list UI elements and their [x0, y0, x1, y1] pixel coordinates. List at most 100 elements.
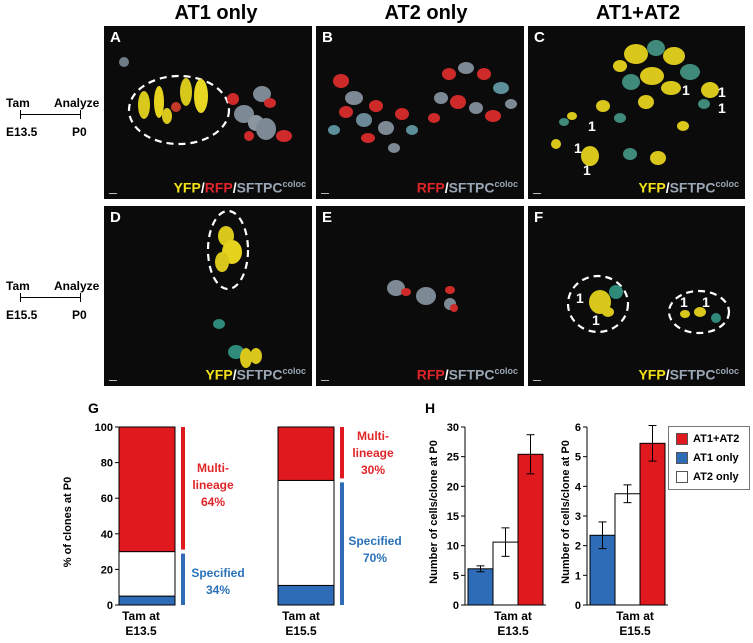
- yfp-cell: [613, 60, 627, 72]
- micrograph-panel-f: 1 1 1 1 F YFP/SFTPCcoloc: [528, 206, 745, 386]
- h1-y-tick-label: 15: [447, 511, 459, 523]
- rfp-cell: [442, 68, 456, 80]
- h1-bar: [517, 453, 544, 606]
- timeline-tick: [80, 293, 81, 302]
- h1-y-tick-label: 10: [447, 541, 459, 553]
- sftpc-cell: [119, 57, 129, 67]
- column-header-at2-only: AT2 only: [384, 2, 468, 24]
- g-multilineage-label-1: Multi-lineage 64%: [192, 461, 234, 509]
- panel-f-cells: [566, 274, 731, 335]
- yfp-cell: [694, 307, 706, 317]
- sftpc-cell: [387, 280, 405, 296]
- h2-y-tick-label: 3: [575, 511, 581, 523]
- cell-count-mark: 1: [718, 100, 726, 116]
- g-y-tick-label: 0: [107, 600, 113, 610]
- g-y-tick-label: 40: [101, 529, 113, 541]
- scale-bar: [533, 380, 541, 381]
- rfp-cell: [333, 74, 349, 88]
- sftpc-cell: [406, 125, 418, 135]
- yfp-cell: [640, 67, 664, 85]
- g-y-tick-label: 20: [101, 564, 113, 576]
- cell-count-mark: 1: [680, 294, 688, 310]
- timeline-e15-5: Tam Analyze E15.5 P0: [6, 279, 106, 325]
- yfp-cell: [215, 252, 229, 272]
- h1-y-tick-label: 0: [453, 600, 459, 610]
- yfp-cell: [663, 47, 685, 65]
- sftpc-cell: [559, 118, 569, 126]
- timeline-tick: [20, 110, 21, 119]
- clone-outline: [127, 74, 231, 146]
- timeline-start-label: E15.5: [6, 308, 38, 322]
- g-specified-label-1: Specified 34%: [191, 566, 245, 597]
- sftpc-cell: [458, 62, 474, 74]
- h2-y-tick-label: 1: [575, 570, 581, 582]
- micrograph-panel-a: A YFP/RFP/SFTPCcoloc: [104, 26, 312, 199]
- rfp-cell: [477, 68, 491, 80]
- h1-y-tick-label: 5: [453, 570, 459, 582]
- rfp-cell: [428, 113, 440, 123]
- g-y-tick-label: 80: [101, 458, 113, 470]
- column-header-at1-at2: AT1+AT2: [595, 2, 681, 24]
- scale-bar: [109, 380, 117, 381]
- yfp-cell: [677, 121, 689, 131]
- yfp-cell: [581, 146, 599, 166]
- stain-legend: RFP/SFTPCcoloc: [416, 179, 518, 196]
- sftpc-cell: [228, 345, 244, 359]
- g-x-label-1: Tam at E13.5: [122, 609, 160, 638]
- g-bar-segment: [277, 479, 335, 586]
- sftpc-cell: [622, 74, 640, 90]
- g-bar-segment: [118, 551, 176, 597]
- timeline-line: [20, 297, 80, 298]
- yfp-cell: [638, 95, 654, 109]
- rfp-cell: [450, 304, 458, 312]
- sftpc-cell: [609, 285, 623, 299]
- yfp-cell: [162, 108, 172, 124]
- legend-swatch: [676, 433, 688, 446]
- panel-a-cells: [119, 57, 292, 146]
- h1-y-tick-label: 20: [447, 481, 459, 493]
- scale-bar: [109, 193, 117, 194]
- rfp-cell: [227, 93, 239, 105]
- panel-label: B: [322, 29, 333, 46]
- panel-label-g: G: [88, 400, 99, 416]
- cell-count-mark: 1: [588, 118, 596, 134]
- rfp-cell: [171, 102, 181, 112]
- sftpc-cell: [647, 40, 665, 56]
- rfp-cell: [450, 95, 466, 109]
- panel-d-cells: [206, 209, 262, 368]
- yfp-cell: [680, 310, 690, 318]
- panel-b-cells: [328, 62, 517, 153]
- cell-count-mark: 1: [576, 290, 584, 306]
- h2-y-tick-label: 2: [575, 541, 581, 553]
- yfp-cell: [567, 112, 577, 120]
- h2-bar: [639, 442, 666, 606]
- h-x-label-1: Tam at E13.5: [494, 609, 532, 638]
- sftpc-cell: [234, 105, 254, 123]
- timeline-tam-label: Tam: [6, 279, 30, 293]
- timeline-tick: [20, 293, 21, 302]
- panel-label-h: H: [425, 400, 436, 416]
- yfp-cell: [650, 151, 666, 165]
- cell-count-mark: 1: [574, 140, 582, 156]
- h1-y-tick-label: 30: [447, 422, 459, 434]
- legend-entry: AT1+AT2: [676, 433, 739, 446]
- stain-legend: YFP/SFTPCcoloc: [205, 366, 306, 383]
- timeline-e13-5: Tam Analyze E13.5 P0: [6, 96, 106, 142]
- sftpc-cell: [680, 64, 700, 80]
- yfp-cell: [596, 100, 610, 112]
- yfp-cell: [551, 139, 561, 149]
- micrograph-panel-e: E RFP/SFTPCcoloc: [316, 206, 524, 386]
- g-y-tick-label: 60: [101, 493, 113, 505]
- scale-bar: [533, 193, 541, 194]
- rfp-cell: [339, 106, 353, 118]
- h-y-axis-title-1: Number of cells/clone at P0: [428, 440, 440, 584]
- h2-y-tick-label: 5: [575, 452, 581, 464]
- sftpc-cell: [614, 113, 626, 123]
- chart-h: 0 5 10 15 20 25 30 0 1 2 3 4 5 6: [447, 422, 668, 610]
- rfp-cell: [244, 131, 254, 141]
- cell-count-mark: 1: [682, 82, 690, 98]
- panel-label: D: [110, 209, 121, 226]
- micrograph-panel-d: D YFP/SFTPCcoloc: [104, 206, 312, 386]
- sftpc-cell: [505, 99, 517, 109]
- cell-count-mark: 1: [718, 84, 726, 100]
